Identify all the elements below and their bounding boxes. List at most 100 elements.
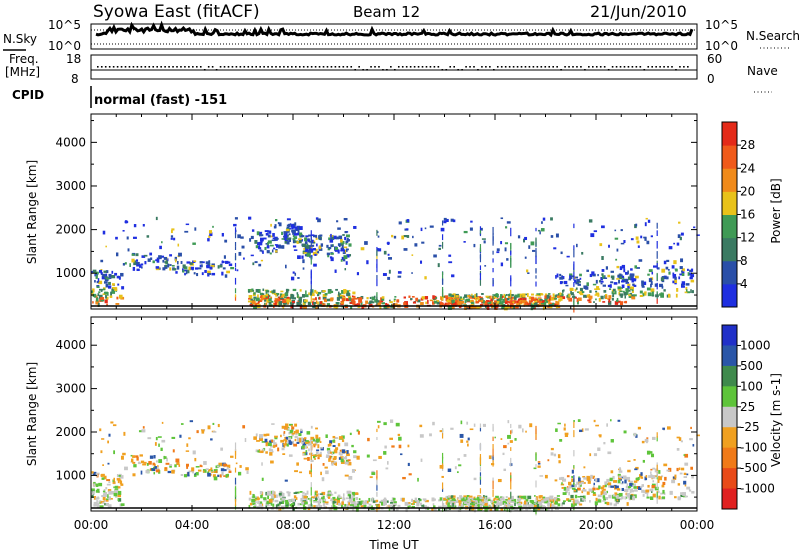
echo-cell (649, 496, 654, 500)
y-tick-label: 3000 (55, 382, 86, 396)
echo-cell (352, 500, 356, 505)
echo-cell (155, 460, 158, 463)
echo-cell (100, 272, 103, 275)
echo-streak (441, 452, 444, 459)
echo-cell (657, 479, 660, 483)
echo-cell (614, 237, 619, 240)
echo-cell (338, 436, 343, 440)
echo-cell (640, 485, 643, 488)
echo-cell (507, 434, 511, 439)
echo-cell (328, 237, 331, 241)
echo-cell (684, 462, 689, 466)
echo-cell (544, 295, 549, 299)
echo-cell (678, 467, 681, 471)
echo-cell (604, 484, 607, 488)
freq-dot (461, 69, 463, 71)
freq-dot (409, 66, 412, 68)
echo-cell (273, 225, 277, 229)
echo-cell (191, 467, 195, 472)
colorbar-tick-label: 20 (740, 184, 755, 198)
echo-cell (151, 468, 154, 471)
echo-cell (316, 243, 318, 247)
echo-cell (226, 261, 231, 264)
freq-dot (576, 66, 578, 68)
echo-streak (573, 271, 575, 281)
echo-cell (667, 269, 670, 271)
echo-cell (350, 305, 353, 309)
echo-cell (96, 285, 100, 287)
echo-cell (288, 238, 292, 243)
echo-cell (610, 485, 615, 488)
echo-cell (188, 266, 192, 271)
colorbar-tick-label: -25 (740, 420, 760, 434)
echo-cell (690, 466, 694, 470)
noise-sky-trace (95, 20, 694, 38)
echo-cell (249, 238, 252, 242)
echo-cell (378, 300, 382, 304)
power-scatter (91, 216, 700, 313)
echo-cell (485, 495, 488, 498)
echo-cell (568, 481, 572, 486)
echo-cell (268, 448, 272, 452)
echo-cell (614, 290, 617, 295)
echo-cell (506, 221, 511, 224)
echo-cell (286, 218, 291, 221)
echo-cell (647, 219, 651, 223)
echo-cell (629, 489, 632, 493)
echo-cell (252, 502, 256, 506)
echo-cell (378, 503, 381, 508)
echo-cell (102, 502, 105, 504)
echo-cell (644, 476, 648, 481)
echo-cell (222, 267, 226, 270)
echo-cell (680, 494, 684, 498)
freq-dot (180, 66, 182, 68)
echo-cell (473, 508, 476, 513)
echo-cell (306, 243, 309, 246)
echo-cell (504, 300, 508, 304)
echo-cell (266, 504, 270, 507)
echo-cell (194, 227, 197, 231)
echo-cell (219, 264, 223, 268)
freq-dot (318, 66, 321, 68)
echo-cell (665, 276, 669, 280)
echo-cell (315, 434, 319, 439)
echo-cell (598, 485, 601, 489)
echo-cell (303, 252, 308, 254)
echo-cell (327, 254, 330, 258)
freq-dot (611, 66, 614, 68)
echo-cell (340, 237, 343, 241)
echo-cell (261, 448, 265, 453)
echo-cell (387, 253, 390, 256)
echo-cell (597, 499, 602, 503)
echo-cell (382, 502, 387, 506)
echo-cell (445, 495, 448, 499)
echo-cell (406, 219, 410, 223)
echo-cell (562, 289, 565, 292)
echo-cell (297, 255, 301, 260)
freq-dot (572, 66, 574, 68)
echo-cell (132, 455, 136, 458)
echo-cell (314, 289, 317, 293)
echo-cell (140, 263, 144, 266)
echo-cell (102, 230, 106, 235)
echo-streak (492, 426, 494, 432)
echo-cell (293, 236, 298, 240)
echo-cell (632, 283, 635, 286)
echo-cell (565, 490, 568, 494)
echo-cell (117, 480, 120, 484)
freq-dot (247, 66, 250, 68)
echo-cell (346, 290, 349, 293)
freq-dot (679, 66, 681, 68)
echo-cell (674, 268, 677, 271)
echo-cell (226, 467, 229, 470)
echo-cell (435, 296, 438, 299)
echo-cell (284, 479, 288, 482)
echo-cell (661, 285, 664, 289)
echo-cell (446, 302, 450, 306)
echo-cell (639, 294, 643, 298)
echo-cell (310, 244, 315, 247)
echo-cell (268, 298, 272, 302)
echo-cell (331, 500, 334, 504)
freq-dot (239, 66, 242, 68)
echo-streak (234, 486, 237, 496)
